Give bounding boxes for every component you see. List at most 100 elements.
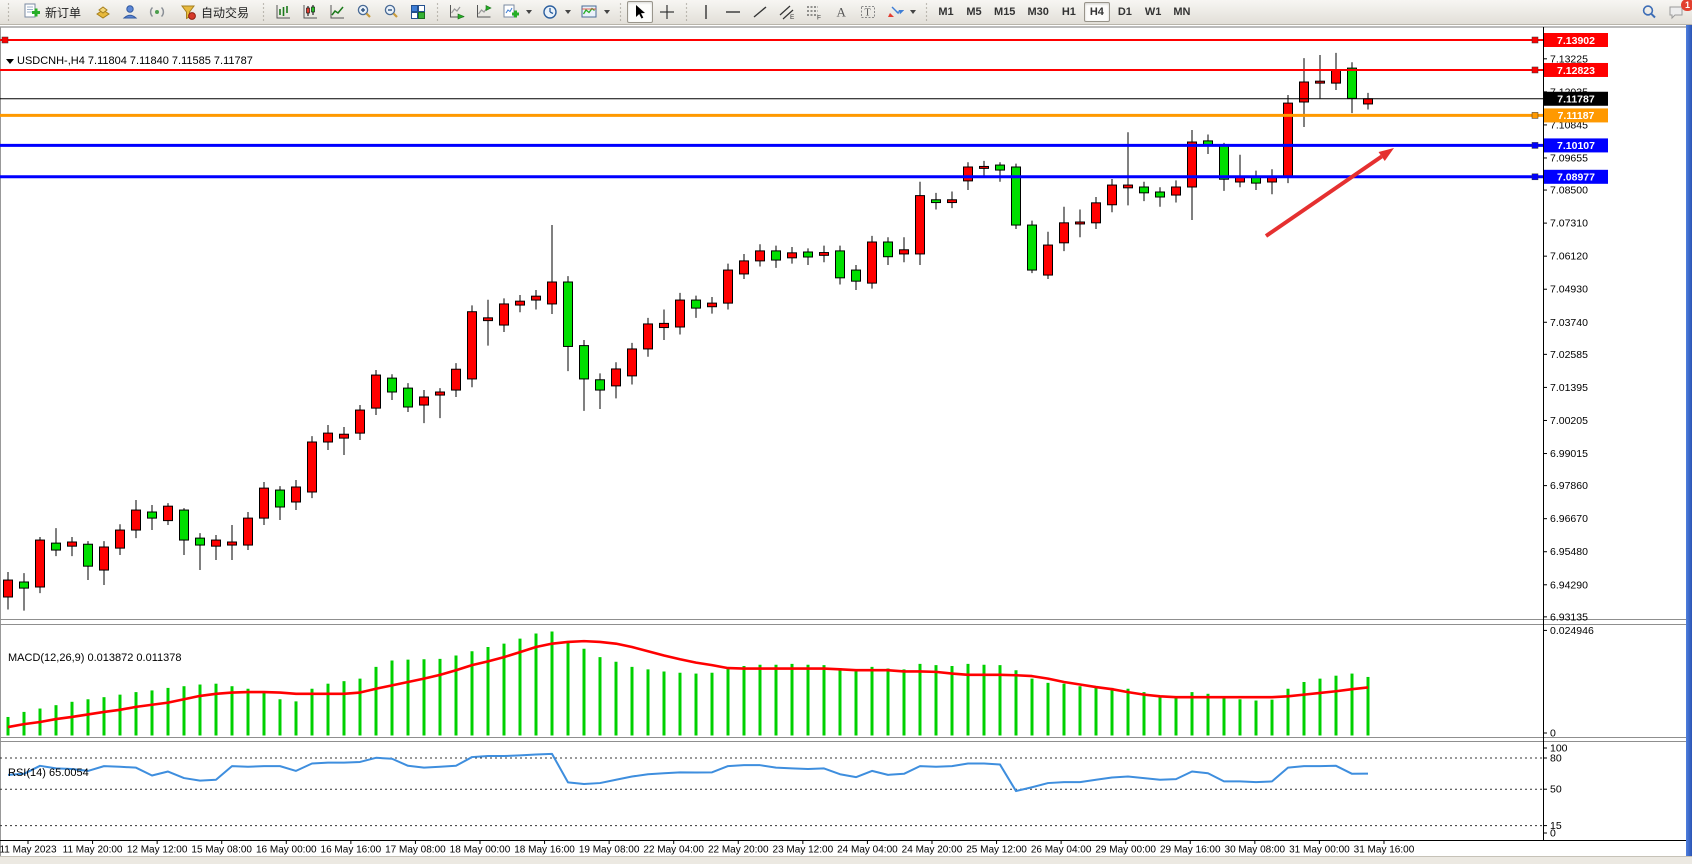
chart-background[interactable]	[0, 27, 1686, 856]
candle-body	[291, 486, 301, 503]
community-button[interactable]	[117, 1, 143, 23]
candle-body	[115, 529, 125, 549]
candlestick-chart-button[interactable]	[297, 1, 323, 23]
zoom-out-button[interactable]	[378, 1, 404, 23]
hline-handle[interactable]	[1531, 173, 1539, 181]
candle-body	[131, 509, 141, 531]
periods-button[interactable]	[537, 1, 575, 23]
candle-body	[195, 537, 205, 546]
template-button[interactable]	[576, 1, 614, 23]
trend-arrow-head[interactable]	[1378, 148, 1394, 162]
chart-window: 0.024946010080501507.132257.120357.10845…	[0, 25, 1692, 863]
timeframe-h4-button[interactable]: H4	[1083, 2, 1110, 22]
text-label-button[interactable]: T	[855, 1, 881, 23]
new-chart-button[interactable]	[498, 1, 536, 23]
dropdown-caret-icon	[526, 10, 533, 14]
line-chart-button[interactable]	[324, 1, 350, 23]
chart-shift-button[interactable]	[471, 1, 497, 23]
timeframe-m5-button[interactable]: M5	[966, 6, 982, 18]
timeframe-m1-button[interactable]: M1	[938, 6, 954, 18]
candle-body	[387, 377, 397, 393]
toolbar-grip[interactable]	[435, 3, 441, 21]
candle-body	[275, 489, 285, 508]
new-order-button[interactable]: 新订单	[15, 1, 89, 23]
candle-body	[595, 379, 605, 391]
one-click-expand-icon[interactable]	[6, 59, 14, 64]
auto-scroll-button[interactable]	[444, 1, 470, 23]
timeframe-h1-button[interactable]: H1	[1061, 6, 1076, 18]
candle-body	[979, 165, 989, 169]
rsi-scale-label: 0	[1550, 828, 1556, 840]
macd-scale-label: 0.024946	[1550, 625, 1594, 637]
tile-windows-button[interactable]	[405, 1, 431, 23]
zoom-in-icon	[357, 4, 371, 18]
autotrading-icon	[181, 5, 196, 20]
toolbar-grip[interactable]	[684, 3, 690, 21]
timeframe-d1-button[interactable]: D1	[1117, 6, 1132, 18]
candle-body	[467, 311, 477, 380]
candle-body	[579, 345, 589, 380]
toolbar-grip[interactable]	[6, 3, 11, 21]
price-tick-label: 7.00205	[1550, 415, 1588, 427]
timeframe-m30-button[interactable]: M30	[1027, 6, 1049, 18]
chart-canvas[interactable]: 0.024946010080501507.132257.120357.10845…	[0, 25, 1692, 863]
timeframe-w1-button[interactable]: W1	[1144, 6, 1162, 18]
hline-handle[interactable]	[1531, 66, 1539, 74]
search-button[interactable]	[1636, 1, 1662, 23]
candle-body	[1075, 221, 1085, 225]
date-label: 22 May 20:00	[708, 845, 769, 856]
candle-body	[963, 166, 973, 182]
candle-body	[1315, 80, 1325, 84]
timeframe-bar: M1 M5 M15 M30 H1 H4 D1 W1 MN	[933, 2, 1195, 22]
signals-icon	[149, 6, 165, 18]
timeframe-m15-button[interactable]: M15	[994, 6, 1016, 18]
search-icon	[1642, 5, 1656, 19]
candle-body	[771, 250, 781, 261]
autotrading-button[interactable]: 自动交易	[171, 1, 257, 23]
fibonacci-button[interactable]: F	[801, 1, 827, 23]
candle-body	[707, 302, 717, 308]
chat-button[interactable]: 1	[1663, 0, 1692, 23]
crosshair-button[interactable]	[654, 1, 680, 23]
hline-handle[interactable]	[1531, 142, 1539, 149]
toolbar-grip[interactable]	[924, 3, 930, 21]
stamp-icon	[96, 6, 110, 19]
hline-handle[interactable]	[1, 36, 9, 44]
horizontal-line-button[interactable]	[720, 1, 746, 23]
chart-shift-icon	[477, 5, 492, 18]
hline-handle[interactable]	[1531, 36, 1539, 44]
candle-body	[675, 299, 685, 328]
toolbar-grip[interactable]	[618, 3, 624, 21]
candle-body	[755, 250, 765, 262]
date-label: 22 May 04:00	[643, 845, 704, 856]
arrows-button[interactable]	[882, 1, 920, 23]
equidistant-channel-button[interactable]: E	[774, 1, 800, 23]
trend-arrow-line[interactable]	[1264, 154, 1383, 238]
text-icon: A	[837, 5, 847, 20]
rsi-scale-label: 100	[1550, 743, 1568, 755]
candle-body	[643, 323, 653, 350]
candle-body	[931, 199, 941, 204]
candle-body	[35, 539, 45, 588]
rsi-indicator-label: RSI(14) 65.0054	[8, 767, 89, 779]
trend-line-button[interactable]	[747, 1, 773, 23]
cursor-button[interactable]	[627, 1, 654, 23]
svg-text:F: F	[817, 15, 821, 22]
vertical-line-button[interactable]	[693, 1, 719, 23]
signals-button[interactable]	[144, 1, 170, 23]
timeframe-mn-button[interactable]: MN	[1173, 6, 1191, 18]
toolbar-grip[interactable]	[261, 3, 267, 21]
candle-body	[179, 509, 189, 541]
bar-chart-button[interactable]	[270, 1, 296, 23]
line-chart-icon	[330, 5, 345, 19]
new-order-icon	[24, 3, 40, 18]
candle-body	[99, 546, 109, 571]
price-tick-label: 7.07310	[1550, 218, 1588, 230]
hline-handle[interactable]	[1531, 112, 1539, 119]
zoom-in-button[interactable]	[351, 1, 377, 23]
candle-body	[947, 199, 957, 204]
text-button[interactable]: A	[828, 1, 854, 23]
candle-body	[403, 387, 413, 408]
stamp-button[interactable]	[90, 1, 116, 23]
candle-body	[819, 252, 829, 256]
